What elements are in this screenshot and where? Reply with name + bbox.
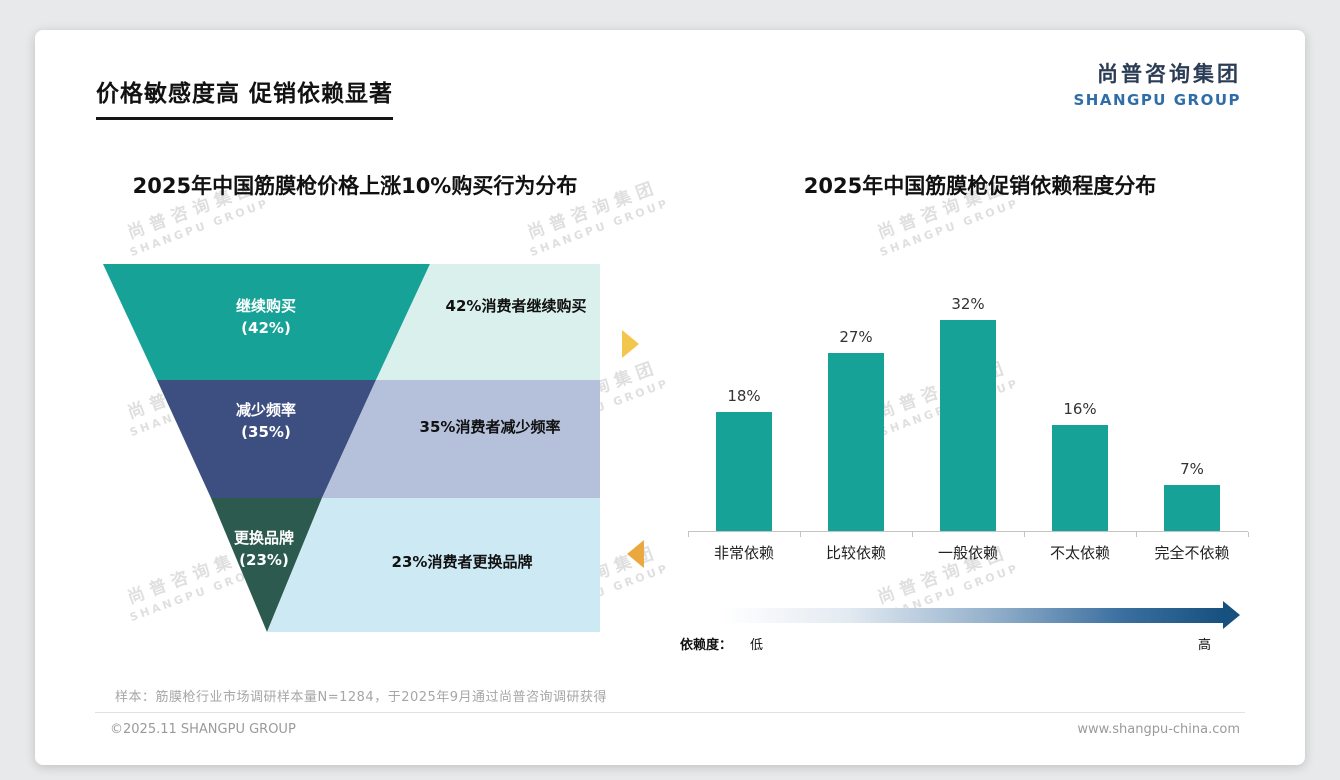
funnel-label-2-text: 减少频率 [235, 401, 297, 419]
funnel-label-2-value: (35%) [241, 423, 291, 441]
funnel-annotation-bg-3 [267, 498, 600, 632]
bar [940, 320, 996, 531]
dependence-arrow-head-icon [1223, 601, 1240, 629]
bar [1164, 485, 1220, 531]
bar-column: 27% [800, 328, 912, 531]
connector-arrow-right-icon [622, 330, 639, 358]
bar-category-label: 完全不依赖 [1154, 544, 1230, 562]
funnel-chart: 继续购买 (42%) 减少频率 (35%) 更换品牌 (23%) 42%消费者继… [100, 260, 605, 635]
bar-category-label: 比较依赖 [825, 544, 886, 562]
funnel-label-2: 减少频率 (35%) [236, 399, 296, 443]
bar-category-label: 不太依赖 [1049, 544, 1110, 562]
logo-text-en: SHANGPU GROUP [1073, 91, 1241, 109]
bar [716, 412, 772, 531]
funnel-label-3-text: 更换品牌 [233, 529, 295, 547]
sample-footnote: 样本：筋膜枪行业市场调研样本量N=1284，于2025年9月通过尚普咨询调研获得 [115, 690, 608, 705]
company-logo: 尚普咨询集团 SHANGPU GROUP [1073, 58, 1241, 109]
bar-value-label: 27% [839, 328, 873, 346]
funnel-chart-title: 2025年中国筋膜枪价格上涨10%购买行为分布 [132, 174, 578, 198]
page-title: 价格敏感度高 促销依赖显著 [96, 74, 394, 120]
bar-chart-title: 2025年中国筋膜枪促销依赖程度分布 [803, 174, 1157, 198]
logo-text-cn: 尚普咨询集团 [1097, 62, 1241, 86]
funnel-label-1-text: 继续购买 [235, 297, 297, 315]
bar-column: 7% [1136, 460, 1248, 531]
axis-tick [800, 532, 801, 537]
bar-column: 18% [688, 387, 800, 531]
funnel-svg [103, 264, 600, 632]
funnel-label-3: 更换品牌 (23%) [234, 527, 294, 571]
bar-value-label: 7% [1180, 460, 1204, 478]
funnel-annotation-2: 35%消费者减少频率 [419, 418, 561, 436]
funnel-label-3-value: (23%) [239, 551, 289, 569]
bar-category-label: 非常依赖 [713, 544, 774, 562]
funnel-label-1: 继续购买 (42%) [236, 295, 296, 339]
axis-tick [1248, 532, 1249, 537]
footer-copyright: ©2025.11 SHANGPU GROUP [110, 722, 296, 737]
bar-plot: 18% 27% 32% 16% 7% [688, 295, 1248, 532]
dependence-low-label: 低 [750, 638, 764, 653]
funnel-segment-3 [211, 498, 322, 632]
axis-tick [1136, 532, 1137, 537]
bar [828, 353, 884, 531]
axis-tick [912, 532, 913, 537]
funnel-label-1-value: (42%) [241, 319, 291, 337]
dependence-gradient-arrow [723, 608, 1223, 623]
funnel-annotation-1: 42%消费者继续购买 [445, 297, 587, 315]
funnel-annotation-3: 23%消费者更换品牌 [391, 553, 533, 571]
axis-tick [688, 532, 689, 537]
slide-content: 价格敏感度高 促销依赖显著 尚普咨询集团 SHANGPU GROUP 2025年… [35, 30, 1305, 765]
funnel-annotation-bg-2 [322, 380, 600, 498]
bar-value-label: 16% [1063, 400, 1097, 418]
bar-categories: 非常依赖 比较依赖 一般依赖 不太依赖 完全不依赖 [688, 542, 1248, 563]
connector-arrow-left-icon [627, 540, 644, 568]
axis-tick [1024, 532, 1025, 537]
dependence-high-label: 高 [1198, 638, 1212, 653]
footer-website: www.shangpu-china.com [1077, 722, 1240, 737]
bar-column: 16% [1024, 400, 1136, 531]
bar-value-label: 32% [951, 295, 985, 313]
funnel-segment-1 [103, 264, 430, 380]
funnel-segment-2 [157, 380, 376, 498]
bar-column: 32% [912, 295, 1024, 531]
bar-value-label: 18% [727, 387, 761, 405]
footer-divider [95, 712, 1245, 713]
dependence-axis-label: 依赖度： [680, 638, 733, 653]
bar [1052, 425, 1108, 531]
bar-category-label: 一般依赖 [937, 544, 998, 562]
slide-card: 尚普咨询集团 SHANGPU GROUP 尚普咨询集团 SHANGPU GROUP 尚普… [35, 30, 1305, 765]
funnel-annotation-bg-1 [376, 264, 600, 380]
